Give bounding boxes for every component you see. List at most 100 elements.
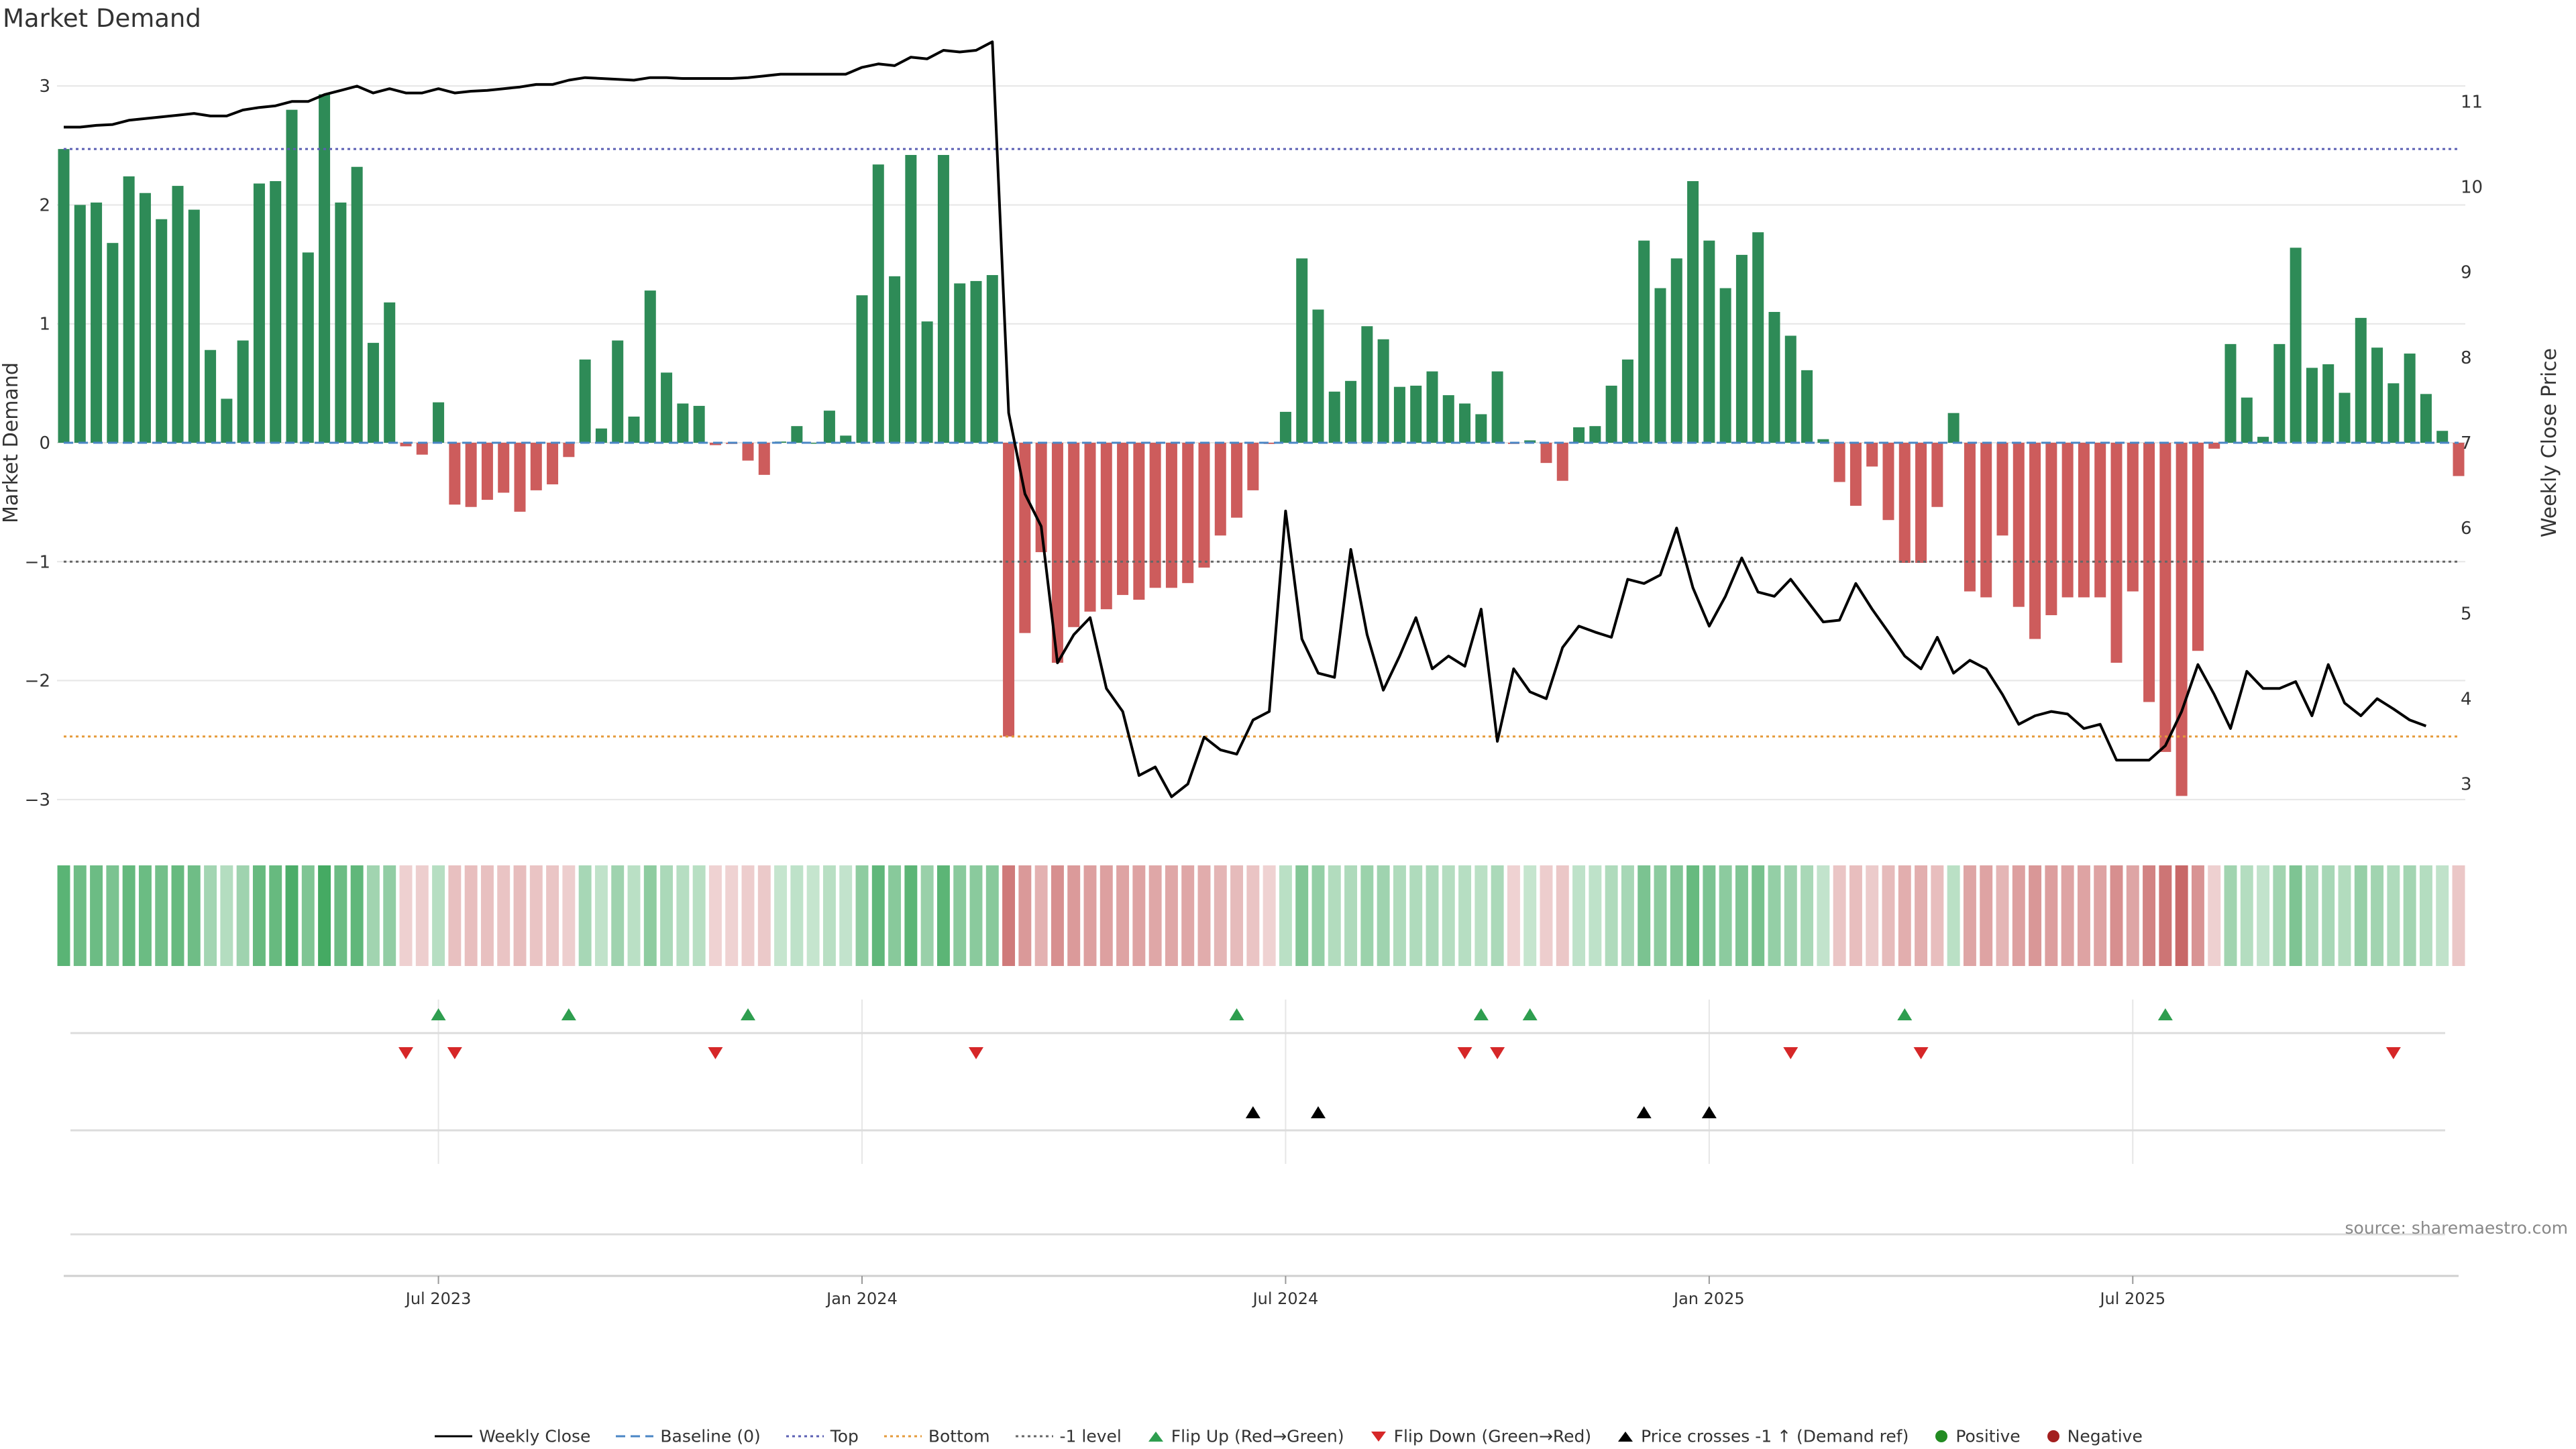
y-tick-label: −1 <box>25 552 50 572</box>
legend-weekly-close: Weekly Close <box>433 1426 590 1446</box>
demand-bar <box>1361 326 1373 443</box>
heat-cell <box>399 865 413 966</box>
y2-tick-label: 9 <box>2461 263 2472 283</box>
price-cross-marker <box>1245 1106 1260 1118</box>
demand-bar <box>970 280 982 443</box>
y2-tick-label: 6 <box>2461 519 2472 539</box>
demand-bar <box>1768 312 1780 443</box>
demand-bar <box>1882 443 1894 521</box>
x-tick-label: Jan 2025 <box>1672 1289 1745 1308</box>
heat-cell <box>301 865 315 966</box>
demand-bar <box>286 109 298 443</box>
demand-bar <box>2127 443 2139 592</box>
heat-cell <box>2305 865 2318 966</box>
demand-bar <box>1654 288 1666 443</box>
heat-cell <box>692 865 706 966</box>
heat-cell <box>1002 865 1016 966</box>
heat-cell <box>2126 865 2139 966</box>
demand-bar <box>465 443 477 507</box>
heat-cell <box>1148 865 1162 966</box>
demand-bar <box>547 443 559 485</box>
baseline-swatch-icon <box>616 1435 654 1438</box>
weekly-close-swatch-icon <box>435 1435 473 1438</box>
demand-bar <box>335 202 347 443</box>
dot-icon <box>1935 1430 1948 1442</box>
source-credit: source: sharemaestro.com <box>2345 1218 2569 1238</box>
demand-bar <box>2453 443 2465 476</box>
heat-cell <box>1654 865 1667 966</box>
demand-bar <box>1964 443 1976 592</box>
y2-axis-label: Weekly Close Price <box>2538 348 2561 537</box>
demand-bar <box>1605 385 1617 443</box>
heat-cell <box>1605 865 1618 966</box>
demand-bar <box>889 276 901 443</box>
legend-label: Positive <box>1955 1426 2021 1446</box>
demand-bar <box>807 443 819 444</box>
legend-price-cross: Price crosses -1 ↑ (Demand ref) <box>1615 1426 1909 1446</box>
legend-minus1: -1 level <box>1014 1426 1122 1446</box>
demand-bar <box>1556 443 1568 481</box>
demand-bar <box>1833 443 1845 482</box>
heat-cell <box>1915 865 1928 966</box>
y2-tick-label: 4 <box>2461 690 2472 710</box>
demand-bar <box>1752 232 1764 443</box>
demand-bar <box>1589 426 1601 443</box>
top-swatch-icon <box>786 1435 824 1438</box>
heat-cell <box>513 865 527 966</box>
heat-cell <box>660 865 674 966</box>
demand-bar <box>1670 258 1682 443</box>
heat-cell <box>1442 865 1455 966</box>
price-cross-marker <box>1636 1106 1652 1118</box>
flip-down-marker <box>398 1047 413 1059</box>
heat-cell <box>1556 865 1569 966</box>
demand-bar <box>1996 443 2008 536</box>
demand-bar <box>1003 443 1015 737</box>
demand-bar <box>905 155 917 443</box>
flip-up-marker <box>2157 1008 2173 1020</box>
legend-negative: Negative <box>2045 1426 2143 1446</box>
heat-cell <box>138 865 152 966</box>
heat-cell <box>546 865 559 966</box>
demand-bar <box>2143 443 2155 702</box>
demand-bar <box>1980 443 1992 598</box>
heat-cell <box>985 865 999 966</box>
heat-cell <box>366 865 380 966</box>
demand-bar <box>1279 411 1291 443</box>
demand-bar <box>1719 288 1731 443</box>
heat-cell <box>2403 865 2416 966</box>
legend-label: Price crosses -1 ↑ (Demand ref) <box>1641 1426 1909 1446</box>
heat-cell <box>350 865 364 966</box>
heat-cell <box>920 865 934 966</box>
heat-cell <box>1621 865 1634 966</box>
demand-bar <box>2257 437 2269 443</box>
legend-top: Top <box>785 1426 859 1446</box>
flip-up-marker <box>1522 1008 1538 1020</box>
heat-cell <box>1295 865 1309 966</box>
heat-cell <box>1051 865 1064 966</box>
demand-bar <box>1165 443 1177 588</box>
y-tick-label: 0 <box>39 433 50 453</box>
demand-bar <box>823 411 835 443</box>
demand-bars <box>58 94 2465 796</box>
demand-bar <box>1312 309 1324 443</box>
heat-cell <box>1018 865 1032 966</box>
heat-cell <box>497 865 511 966</box>
legend-label: Flip Down (Green→Red) <box>1393 1426 1592 1446</box>
demand-bar <box>986 275 998 443</box>
heat-cell <box>904 865 918 966</box>
heat-cell <box>2175 865 2188 966</box>
flip-down-marker <box>1490 1047 1505 1059</box>
heat-cell <box>1474 865 1488 966</box>
demand-bar <box>1247 443 1259 490</box>
heat-cell <box>1263 865 1276 966</box>
demand-bar <box>1084 443 1096 612</box>
flip-up-marker <box>741 1008 755 1020</box>
demand-bar <box>1866 443 1878 467</box>
x-tick-label: Jul 2023 <box>405 1289 472 1308</box>
demand-bar <box>856 295 868 443</box>
demand-bar <box>1524 440 1536 443</box>
heat-cell <box>2436 865 2449 966</box>
x-tick-label: Jan 2024 <box>825 1289 898 1308</box>
demand-bar <box>709 443 721 445</box>
demand-bar <box>1735 254 1748 443</box>
